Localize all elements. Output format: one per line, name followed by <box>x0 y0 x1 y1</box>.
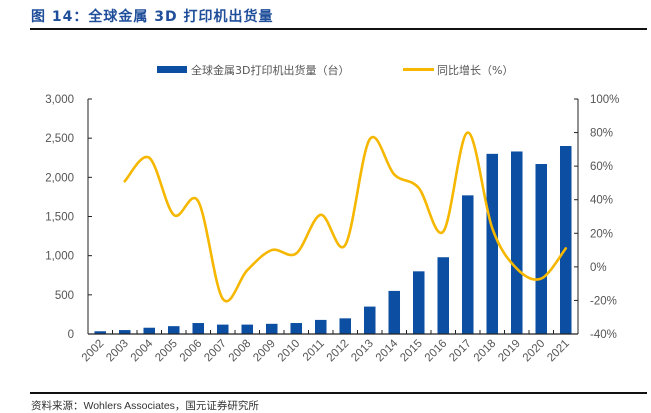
x-axis-tick-label: 2004 <box>129 337 156 364</box>
right-axis-tick-label: 100% <box>590 94 619 106</box>
left-axis-tick-label: 1,000 <box>45 251 74 263</box>
growth-rate-line <box>125 133 566 302</box>
left-axis-tick-label: 2,500 <box>45 133 74 145</box>
x-axis-tick-label: 2013 <box>349 338 376 365</box>
legend: 全球金属3D打印机出货量（台） 同比增长（%） <box>157 63 513 77</box>
bar-2016 <box>437 257 449 334</box>
bar-2008 <box>241 325 253 334</box>
right-axis-tick-label: 0% <box>590 262 607 274</box>
right-axis-tick-label: -40% <box>590 329 617 341</box>
x-axis: 2002200320042005200620072008200920102011… <box>80 330 578 364</box>
bar-2019 <box>511 151 523 334</box>
x-axis-tick-label: 2011 <box>301 338 327 364</box>
bar-2017 <box>462 195 474 334</box>
x-axis-tick-label: 2017 <box>447 338 474 365</box>
bar-2014 <box>388 291 400 334</box>
left-axis-tick-label: 0 <box>68 329 74 341</box>
x-axis-tick-label: 2018 <box>472 338 499 365</box>
right-axis-tick-label: 40% <box>590 195 613 207</box>
bar-2020 <box>535 164 547 334</box>
x-axis-tick-label: 2005 <box>153 338 180 365</box>
x-axis-tick-label: 2009 <box>251 338 278 365</box>
x-axis-tick-label: 2019 <box>496 338 523 365</box>
bar-2007 <box>217 325 229 334</box>
bar-2010 <box>290 323 302 334</box>
left-axis: 0 500 1,000 1,500 2,000 2,500 3,000 <box>45 94 92 341</box>
right-axis-tick-label: 60% <box>590 161 613 173</box>
bar-2005 <box>168 326 180 334</box>
source-divider <box>30 392 647 394</box>
x-axis-tick-label: 2012 <box>325 338 352 365</box>
x-axis-tick-label: 2020 <box>521 338 548 365</box>
x-axis-tick-label: 2015 <box>398 338 425 365</box>
x-axis-tick-label: 2007 <box>202 338 229 365</box>
right-axis-tick-label: 80% <box>590 128 613 140</box>
x-axis-tick-label: 2010 <box>276 338 303 365</box>
right-axis-tick-label: 20% <box>590 228 613 240</box>
legend-bar-swatch <box>157 66 187 73</box>
x-axis-tick-label: 2016 <box>423 338 450 365</box>
bar-2009 <box>266 324 278 334</box>
x-axis-tick-label: 2002 <box>80 338 107 365</box>
x-axis-tick-label: 2006 <box>178 338 205 365</box>
x-axis-tick-label: 2003 <box>104 338 131 365</box>
left-axis-tick-label: 1,500 <box>45 212 74 224</box>
x-axis-tick-label: 2021 <box>545 338 572 365</box>
bar-2004 <box>143 328 155 334</box>
bar-2011 <box>315 320 327 334</box>
bar-2015 <box>413 271 425 334</box>
right-axis-tick-label: -20% <box>590 295 617 307</box>
bar-2013 <box>364 307 376 334</box>
bar-series <box>94 146 571 334</box>
bar-2012 <box>339 318 351 334</box>
left-axis-tick-label: 2,000 <box>45 172 74 184</box>
legend-bar-label: 全球金属3D打印机出货量（台） <box>191 63 349 77</box>
bar-2006 <box>192 323 204 334</box>
legend-line-label: 同比增长（%） <box>437 63 513 77</box>
bar-2021 <box>560 146 572 334</box>
x-axis-tick-label: 2008 <box>227 338 254 365</box>
right-axis: -40% -20% 0% 20% 40% 60% 80% 100% <box>574 94 619 341</box>
source-note: 资料来源：Wohlers Associates，国元证券研究所 <box>31 398 259 413</box>
x-axis-tick-label: 2014 <box>374 337 401 364</box>
line-series <box>125 133 566 302</box>
bar-2018 <box>486 154 498 334</box>
left-axis-tick-label: 3,000 <box>45 94 74 106</box>
left-axis-tick-label: 500 <box>55 290 74 302</box>
